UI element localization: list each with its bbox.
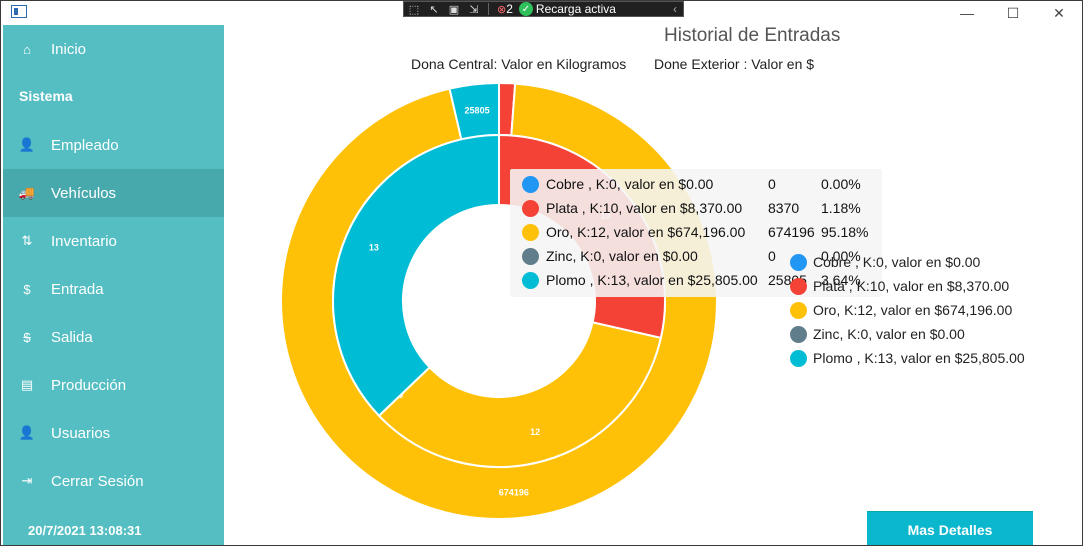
legend-item-oro[interactable]: Oro, K:12, valor en $674,196.00 <box>790 299 1082 323</box>
legend-color-dot <box>790 278 807 295</box>
legend-color-dot <box>790 254 807 271</box>
logout-icon: ⇥ <box>21 473 33 488</box>
inventory-icon: ⇅ <box>21 233 33 248</box>
sidebar: ⌂ Inicio Sistema 👤 Empleado 🚚 Vehículos … <box>3 25 224 545</box>
datetime-display: 20/7/2021 13:08:31 <box>28 523 142 538</box>
collapse-toolbar-icon[interactable]: ‹ <box>673 2 677 16</box>
tooltip-percent: 0.00% <box>821 176 861 192</box>
legend-label: Zinc, K:0, valor en $0.00 <box>813 326 965 342</box>
sidebar-item-cerrar-sesion[interactable]: ⇥ Cerrar Sesión <box>3 457 224 505</box>
tooltip-label: Oro, K:12, valor en $674,196.00 <box>546 224 746 240</box>
sidebar-item-label: Producción <box>51 376 127 394</box>
layout-adorner-icon[interactable]: ▣ <box>448 3 460 16</box>
tooltip-percent: 95.18% <box>821 224 869 240</box>
inner-donut-subtitle: Dona Central: Valor en Kilogramos <box>411 56 627 72</box>
outer-donut-subtitle: Done Exterior : Valor en $ <box>654 56 815 72</box>
hot-reload-status: Recarga activa <box>535 2 616 16</box>
tooltip-label: Zinc, K:0, valor en $0.00 <box>546 248 698 264</box>
truck-icon: 🚚 <box>18 185 36 200</box>
title-bar: ⬚ ↖ ▣ ⇲ ⊗ 2 ✓ Recarga activa ‹ — ☐ ✕ <box>1 1 1082 25</box>
section-label-sistema: Sistema <box>19 88 73 104</box>
main-content: Historial de Entradas Dona Central: Valo… <box>224 25 1082 545</box>
tooltip-row: Plata , K:10, valor en $8,370.00 8370 1.… <box>510 197 882 221</box>
dollar-icon: $ <box>23 281 31 297</box>
sidebar-item-inventario[interactable]: ⇅ Inventario <box>3 217 224 265</box>
inner-data-label: 12 <box>530 427 540 437</box>
series-color-dot <box>522 200 539 217</box>
legend-label: Plomo , K:13, valor en $25,805.00 <box>813 350 1025 366</box>
series-color-dot <box>522 224 539 241</box>
sidebar-item-entrada[interactable]: $ Entrada <box>3 265 224 313</box>
outer-data-label: 25805 <box>465 105 490 115</box>
tooltip-percent: 1.18% <box>821 200 861 216</box>
user-icon: 👤 <box>18 137 36 152</box>
legend-item-cobre[interactable]: Cobre , K:0, valor en $0.00 <box>790 251 1082 275</box>
tooltip-percent: 0.00% <box>821 248 861 264</box>
toolbar-divider <box>488 3 489 15</box>
chart-tooltip: Cobre , K:0, valor en $0.00 0 0.00% Plat… <box>510 169 882 297</box>
sidebar-item-inicio[interactable]: ⌂ Inicio <box>3 25 224 73</box>
tooltip-percent: 3.64% <box>821 272 861 288</box>
sidebar-item-label: Inicio <box>51 40 87 58</box>
sidebar-item-vehiculos[interactable]: 🚚 Vehículos <box>3 169 224 217</box>
window-controls: — ☐ ✕ <box>944 1 1082 25</box>
user-icon: 👤 <box>18 425 36 440</box>
sidebar-item-label: Entrada <box>51 280 104 298</box>
tooltip-value: 0 <box>768 248 776 264</box>
sidebar-item-empleado[interactable]: 👤 Empleado <box>3 121 224 169</box>
check-icon: ✓ <box>518 2 533 16</box>
tooltip-row: Plomo , K:13, valor en $25,805.00 25805 … <box>510 269 882 293</box>
legend-color-dot <box>790 326 807 343</box>
tooltip-value: 674196 <box>768 224 815 240</box>
track-focus-icon[interactable]: ⇲ <box>469 3 479 16</box>
series-color-dot <box>522 176 539 193</box>
sidebar-item-label: Usuarios <box>51 424 111 442</box>
inner-data-label: 13 <box>369 243 379 253</box>
outer-data-label: 674196 <box>499 487 529 497</box>
tooltip-label: Cobre , K:0, valor en $0.00 <box>546 176 714 192</box>
sidebar-item-label: Inventario <box>51 232 117 250</box>
legend-label: Oro, K:12, valor en $674,196.00 <box>813 302 1013 318</box>
close-button[interactable]: ✕ <box>1053 4 1065 21</box>
binding-error-icon[interactable]: ⊗ <box>497 3 507 16</box>
legend-label: Plata , K:10, valor en $8,370.00 <box>813 278 1010 294</box>
tooltip-label: Plata , K:10, valor en $8,370.00 <box>546 200 743 216</box>
tooltip-row: Oro, K:12, valor en $674,196.00 674196 9… <box>510 221 882 245</box>
legend-label: Cobre , K:0, valor en $0.00 <box>813 254 981 270</box>
no-dollar-icon: $ <box>23 329 31 345</box>
legend-color-dot <box>790 302 807 319</box>
series-color-dot <box>522 248 539 265</box>
legend-item-zinc[interactable]: Zinc, K:0, valor en $0.00 <box>790 323 1082 347</box>
inner-slice-plomo[interactable] <box>332 133 500 418</box>
xaml-debug-toolbar: ⬚ ↖ ▣ ⇲ ⊗ 2 ✓ Recarga activa ‹ <box>403 1 684 17</box>
tooltip-value: 0 <box>768 176 776 192</box>
sidebar-item-label: Cerrar Sesión <box>51 472 144 490</box>
app-icon <box>11 5 27 18</box>
sidebar-item-label: Salida <box>51 328 93 346</box>
inner-slice-oro[interactable] <box>377 321 663 468</box>
factory-icon: ▤ <box>20 377 34 392</box>
minimize-button[interactable]: — <box>960 5 974 21</box>
binding-error-count: 2 <box>506 2 513 16</box>
sidebar-item-label: Empleado <box>51 136 119 154</box>
more-details-button[interactable]: Mas Detalles <box>867 511 1033 545</box>
home-icon: ⌂ <box>23 41 31 57</box>
sidebar-item-produccion[interactable]: ▤ Producción <box>3 361 224 409</box>
legend-color-dot <box>790 350 807 367</box>
tooltip-label: Plomo , K:13, valor en $25,805.00 <box>546 272 758 288</box>
tooltip-value: 8370 <box>768 200 800 216</box>
series-color-dot <box>522 272 539 289</box>
page-title: Historial de Entradas <box>664 25 841 46</box>
select-element-icon[interactable]: ⬚ <box>408 3 420 16</box>
legend-item-plomo[interactable]: Plomo , K:13, valor en $25,805.00 <box>790 347 1082 371</box>
tooltip-row: Cobre , K:0, valor en $0.00 0 0.00% <box>510 173 882 197</box>
sidebar-item-salida[interactable]: $ Salida <box>3 313 224 361</box>
maximize-button[interactable]: ☐ <box>1006 4 1020 21</box>
pointer-icon[interactable]: ↖ <box>429 3 439 16</box>
legend-item-plata[interactable]: Plata , K:10, valor en $8,370.00 <box>790 275 1082 299</box>
sidebar-item-label: Vehículos <box>51 184 117 202</box>
sidebar-item-usuarios[interactable]: 👤 Usuarios <box>3 409 224 457</box>
tooltip-row: Zinc, K:0, valor en $0.00 0 0.00% <box>510 245 882 269</box>
